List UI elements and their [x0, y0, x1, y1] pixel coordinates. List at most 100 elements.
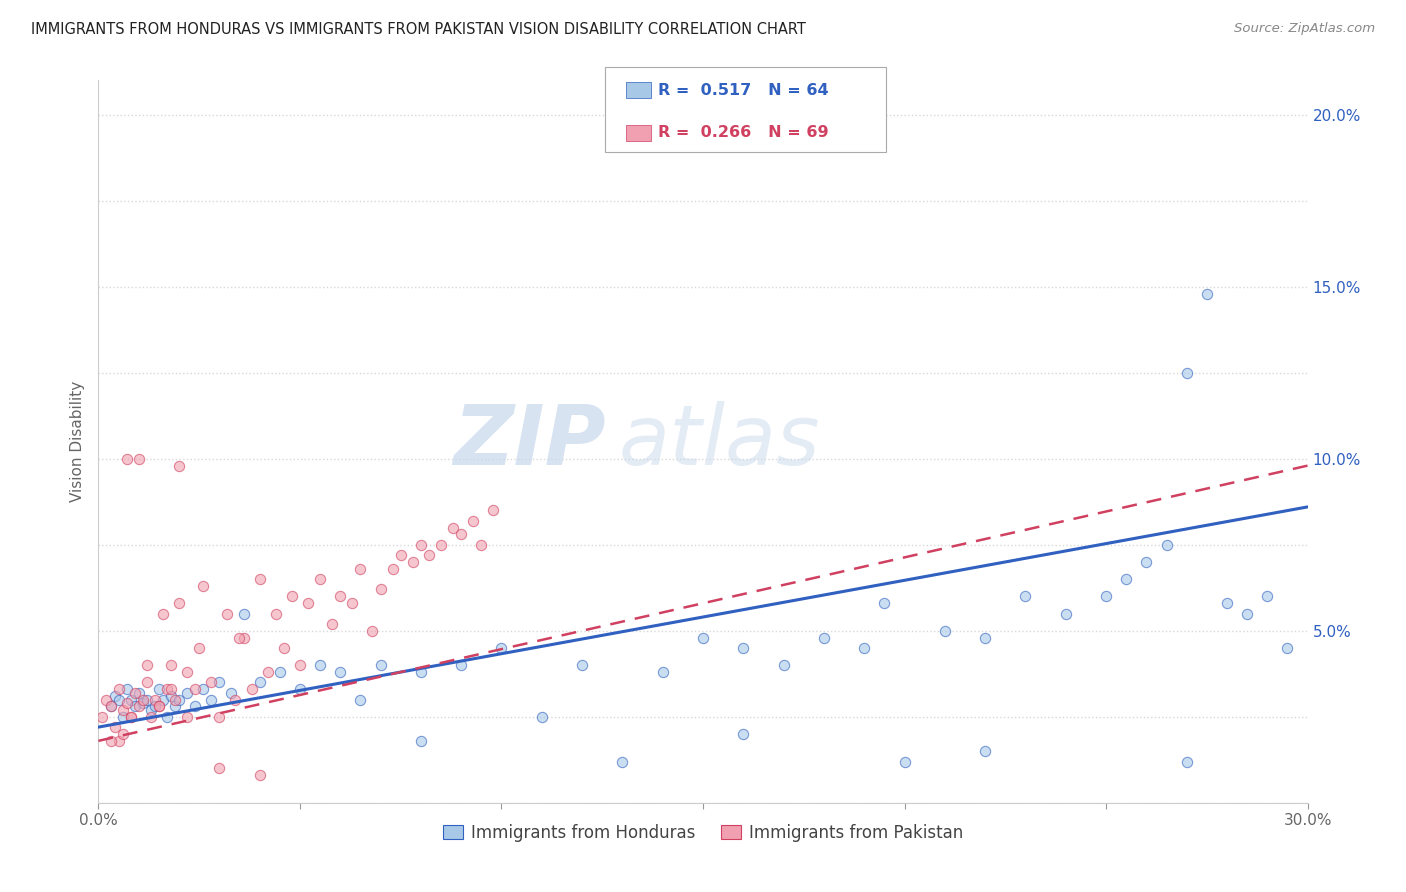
Point — [974, 744, 997, 758]
Point — [249, 572, 271, 586]
Point — [120, 692, 142, 706]
Point — [418, 548, 440, 562]
Point — [1256, 590, 1278, 604]
Point — [441, 520, 464, 534]
Point — [221, 686, 243, 700]
Point — [156, 710, 179, 724]
Point — [329, 590, 352, 604]
Point — [208, 710, 231, 724]
Point — [349, 692, 371, 706]
Point — [321, 616, 343, 631]
Point — [128, 699, 150, 714]
Point — [733, 640, 755, 655]
Point — [111, 703, 134, 717]
Point — [152, 607, 174, 621]
Point — [309, 572, 332, 586]
Point — [482, 503, 505, 517]
Point — [381, 562, 404, 576]
Point — [217, 607, 239, 621]
Point — [143, 699, 166, 714]
Point — [1236, 607, 1258, 621]
Point — [160, 689, 183, 703]
Point — [853, 640, 876, 655]
Point — [135, 692, 157, 706]
Point — [1195, 286, 1218, 301]
Point — [934, 624, 956, 638]
Point — [1054, 607, 1077, 621]
Point — [228, 631, 250, 645]
Point — [893, 755, 915, 769]
Point — [148, 699, 170, 714]
Point — [342, 596, 364, 610]
Point — [107, 682, 129, 697]
Point — [1216, 596, 1239, 610]
Point — [232, 631, 254, 645]
Point — [163, 692, 186, 706]
Text: atlas: atlas — [619, 401, 820, 482]
Point — [1156, 538, 1178, 552]
Point — [370, 658, 392, 673]
Point — [167, 458, 190, 473]
Point — [200, 692, 222, 706]
Point — [288, 658, 311, 673]
Point — [100, 734, 122, 748]
Point — [132, 692, 155, 706]
Point — [240, 682, 263, 697]
Point — [491, 640, 513, 655]
Point — [232, 607, 254, 621]
Point — [107, 734, 129, 748]
Point — [128, 451, 150, 466]
Point — [139, 703, 162, 717]
Point — [193, 579, 215, 593]
Point — [1175, 366, 1198, 380]
Point — [370, 582, 392, 597]
Point — [288, 682, 311, 697]
Text: ZIP: ZIP — [454, 401, 606, 482]
Point — [176, 710, 198, 724]
Point — [651, 665, 673, 679]
Point — [91, 710, 114, 724]
Point — [430, 538, 453, 552]
Point — [148, 699, 170, 714]
Text: R =  0.517   N = 64: R = 0.517 N = 64 — [658, 83, 828, 97]
Point — [409, 538, 432, 552]
Point — [269, 665, 291, 679]
Point — [128, 686, 150, 700]
Point — [1135, 555, 1157, 569]
Point — [530, 710, 553, 724]
Text: IMMIGRANTS FROM HONDURAS VS IMMIGRANTS FROM PAKISTAN VISION DISABILITY CORRELATI: IMMIGRANTS FROM HONDURAS VS IMMIGRANTS F… — [31, 22, 806, 37]
Point — [208, 675, 231, 690]
Point — [256, 665, 278, 679]
Point — [463, 514, 485, 528]
Point — [273, 640, 295, 655]
Point — [167, 692, 190, 706]
Point — [1014, 590, 1036, 604]
Text: Source: ZipAtlas.com: Source: ZipAtlas.com — [1234, 22, 1375, 36]
Point — [450, 658, 472, 673]
Point — [450, 527, 472, 541]
Point — [120, 710, 142, 724]
Point — [160, 658, 183, 673]
Point — [281, 590, 304, 604]
Point — [184, 682, 207, 697]
Point — [813, 631, 835, 645]
Point — [571, 658, 593, 673]
Point — [160, 682, 183, 697]
Point — [200, 675, 222, 690]
Point — [100, 699, 122, 714]
Point — [152, 692, 174, 706]
Point — [409, 665, 432, 679]
Point — [184, 699, 207, 714]
Point — [361, 624, 384, 638]
Point — [103, 720, 125, 734]
Point — [402, 555, 425, 569]
Point — [115, 682, 138, 697]
Point — [772, 658, 794, 673]
Point — [120, 710, 142, 724]
Point — [143, 692, 166, 706]
Point — [309, 658, 332, 673]
Point — [208, 761, 231, 775]
Point — [1277, 640, 1299, 655]
Point — [111, 727, 134, 741]
Point — [188, 640, 211, 655]
